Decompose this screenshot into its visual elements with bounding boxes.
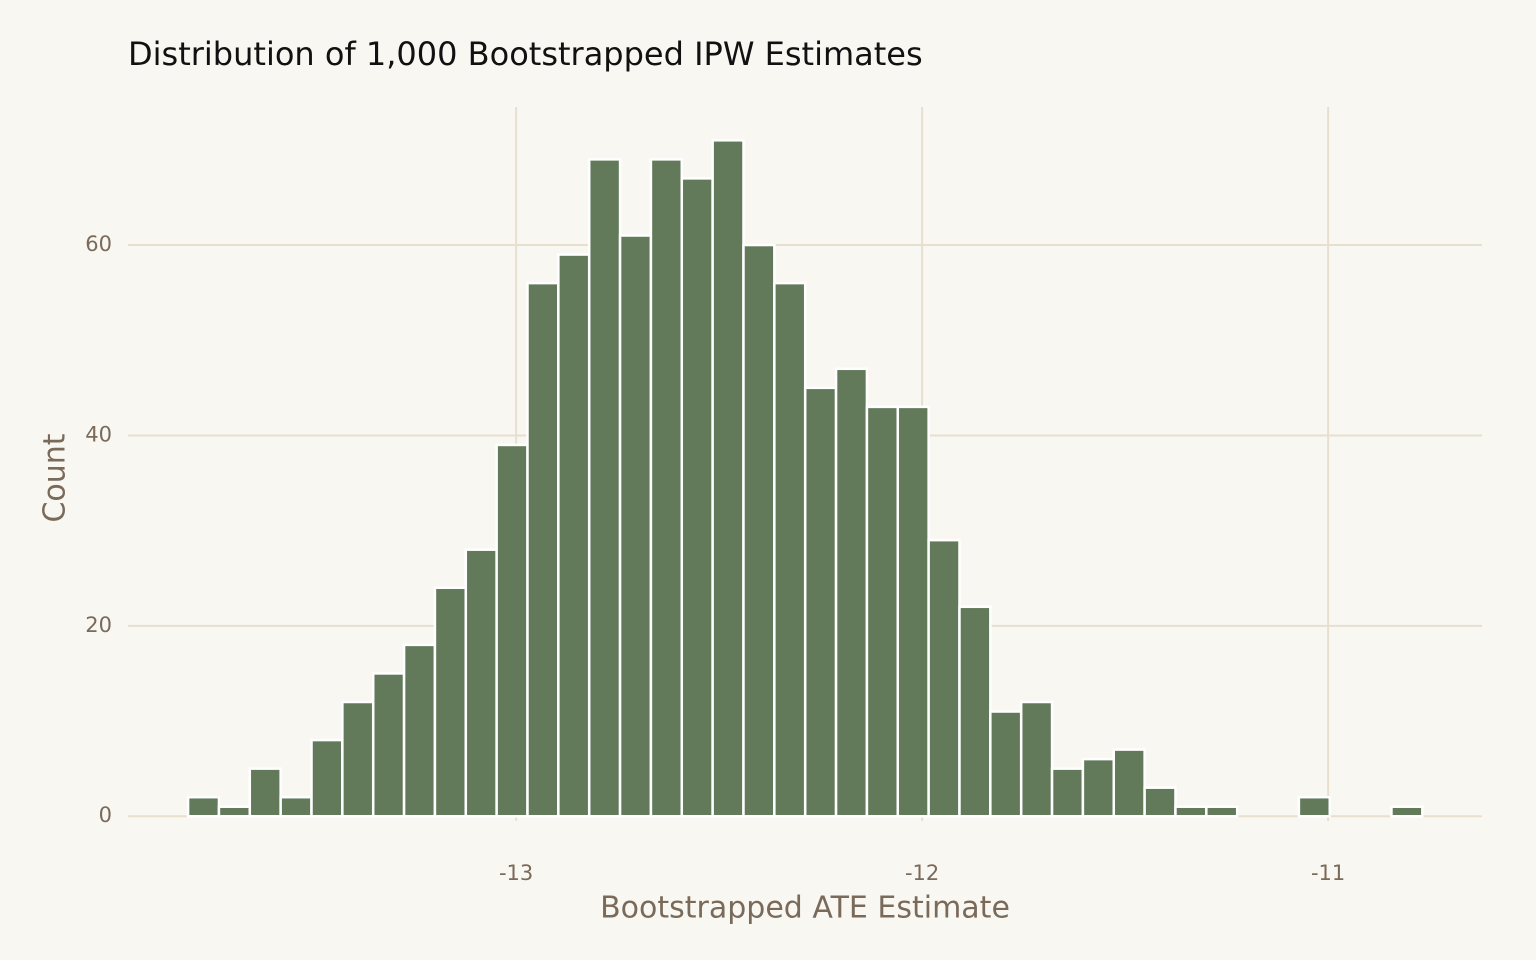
bar [341, 700, 375, 818]
bars [186, 139, 1424, 818]
bar [742, 243, 776, 818]
bar [464, 548, 498, 818]
bar [217, 805, 252, 818]
bar [1050, 767, 1085, 818]
y-axis-label: Count [38, 433, 73, 522]
bar [680, 177, 714, 818]
bar [433, 586, 468, 818]
bar [1081, 757, 1116, 818]
bar [1019, 700, 1054, 818]
bar [1205, 805, 1239, 818]
bar [989, 710, 1023, 818]
bar [927, 538, 961, 818]
bar [1174, 805, 1208, 818]
x-axis-label: Bootstrapped ATE Estimate [600, 891, 1010, 926]
bar [773, 281, 807, 818]
y-tick-label: 60 [85, 232, 112, 256]
y-tick-label: 0 [99, 803, 112, 827]
bar [1390, 805, 1424, 818]
bar [803, 386, 838, 818]
bar [186, 795, 221, 818]
x-tick-label: -13 [499, 861, 533, 885]
bar [557, 253, 591, 818]
x-tick-label: -11 [1311, 861, 1345, 885]
bar [958, 605, 992, 818]
y-tick-label: 40 [85, 422, 112, 446]
y-tick-label: 20 [85, 613, 112, 637]
bar [402, 643, 437, 818]
bar [711, 139, 745, 818]
bar [1112, 748, 1146, 818]
bar [1143, 786, 1177, 818]
bar [587, 158, 622, 818]
chart-title: Distribution of 1,000 Bootstrapped IPW E… [128, 35, 923, 73]
x-tick-label: -12 [905, 861, 939, 885]
bar [896, 405, 930, 818]
bar [495, 443, 529, 818]
bar [279, 795, 313, 818]
bar [371, 672, 406, 818]
bar [1297, 795, 1332, 818]
bar [865, 405, 900, 818]
bar [248, 767, 282, 818]
bar [649, 158, 684, 818]
bar [618, 234, 653, 818]
bar [310, 738, 344, 818]
bar [526, 281, 560, 818]
bar [834, 367, 869, 818]
